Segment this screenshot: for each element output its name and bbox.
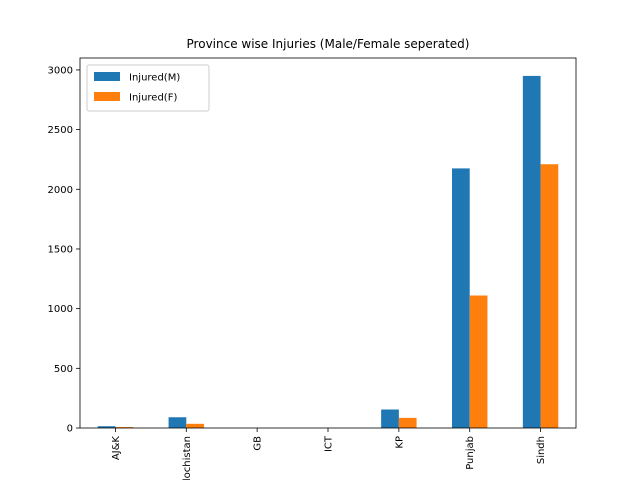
x-tick-label: KP — [394, 436, 405, 449]
plot-frame — [79, 57, 577, 429]
legend-swatch — [94, 92, 120, 101]
bar-male-0 — [97, 426, 116, 428]
bar-male-6 — [522, 75, 541, 428]
y-tick-label: 1000 — [48, 304, 73, 315]
x-tick-label: Balochistan — [182, 436, 193, 480]
x-tick-label: GB — [253, 436, 264, 451]
bar-female-1 — [186, 423, 204, 428]
legend-label: Injured(M) — [129, 73, 180, 84]
legend: Injured(M) Injured(F) — [86, 64, 210, 112]
x-tick-label: ICT — [324, 435, 335, 452]
bar-male-5 — [452, 168, 470, 428]
x-tick-label: AJ&K — [111, 436, 122, 461]
y-tick-label: 3000 — [48, 65, 73, 76]
bar-female-4 — [398, 417, 417, 428]
chart-title: Province wise Injuries (Male/Female sepe… — [187, 37, 470, 51]
x-axis: AJ&K Balochistan GB ICT KP Punjab Sindh — [111, 428, 547, 480]
y-tick-label: 2500 — [48, 125, 73, 136]
y-axis: 0 500 1000 1500 2000 2500 3000 — [48, 65, 80, 435]
legend-swatch — [94, 72, 120, 81]
y-tick-label: 2000 — [48, 185, 73, 196]
bar-female-5 — [469, 295, 488, 428]
bar-male-4 — [381, 409, 399, 428]
x-tick-label: Punjab — [465, 436, 476, 470]
legend-label: Injured(F) — [129, 93, 177, 104]
y-tick-label: 500 — [54, 364, 73, 375]
y-tick-label: 1500 — [48, 244, 73, 255]
bar-female-6 — [540, 164, 559, 428]
bar-female-0 — [115, 427, 134, 428]
y-tick-label: 0 — [67, 424, 73, 435]
bars-group — [97, 75, 559, 428]
bar-male-1 — [168, 417, 187, 428]
x-tick-label: Sindh — [536, 436, 547, 464]
